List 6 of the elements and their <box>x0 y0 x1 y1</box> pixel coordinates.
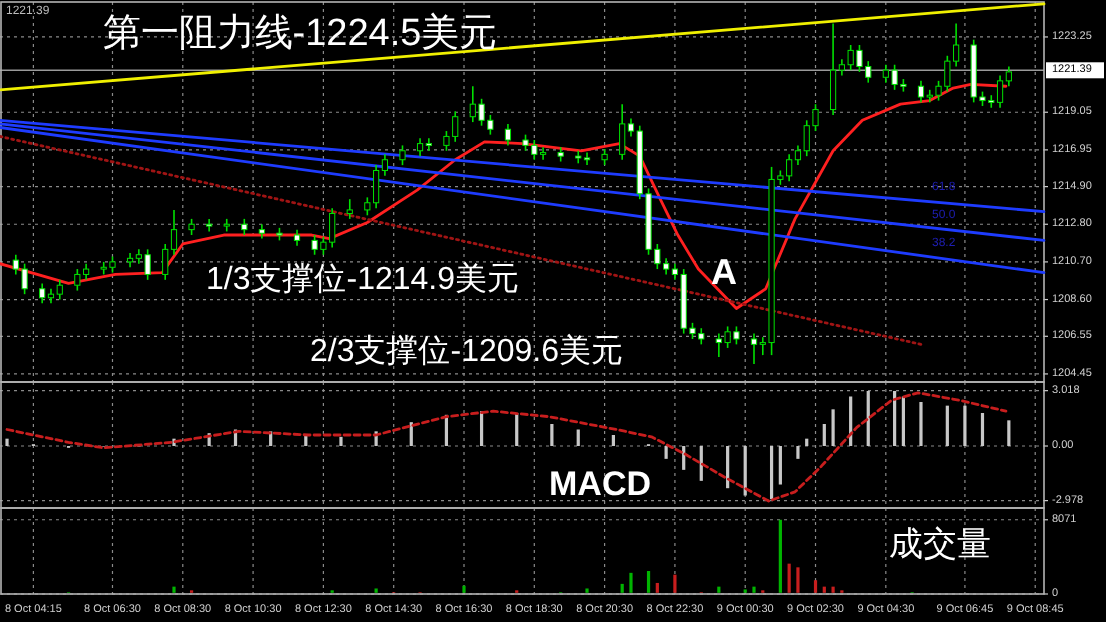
annotation: 2/3支撑位-1209.6美元 <box>310 333 624 369</box>
annotation: 成交量 <box>889 525 991 563</box>
annotation: MACD <box>549 465 651 503</box>
annotation: 1/3支撑位-1214.9美元 <box>206 261 520 297</box>
annotation: 第一阻力线-1224.5美元 <box>102 11 498 55</box>
annotation: A <box>711 252 737 292</box>
